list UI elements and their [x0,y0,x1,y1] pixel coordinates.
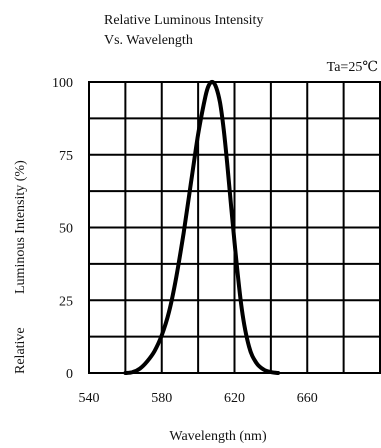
y-axis-label-part2: Luminous Intensity (%) [13,160,28,294]
y-tick-label: 0 [66,367,73,382]
grid-lines [89,82,380,373]
x-axis-label: Wavelength (nm) [169,429,267,444]
y-tick-label: 25 [59,294,73,309]
chart-subtitle: Vs. Wavelength [104,33,193,48]
condition-annotation: Ta=25℃ [327,60,378,75]
y-tick-label: 100 [52,76,73,91]
chart-title: Relative Luminous Intensity [104,13,263,28]
x-tick-label: 660 [297,391,318,406]
x-tick-label: 580 [151,391,172,406]
x-tick-labels: 540 580 620 660 [79,391,318,406]
y-axis-label-part1: Relative [13,327,28,374]
y-axis-label: Relative Luminous Intensity (%) [13,160,28,374]
x-tick-label: 620 [224,391,245,406]
spectral-curve [123,79,281,375]
y-tick-label: 50 [59,222,73,237]
y-tick-labels: 0 25 50 75 100 [52,76,73,382]
x-tick-label: 540 [79,391,100,406]
series-group [123,79,281,375]
plot-frame [88,81,381,374]
y-tick-label: 75 [59,149,73,164]
